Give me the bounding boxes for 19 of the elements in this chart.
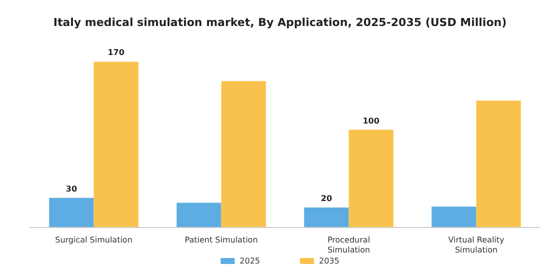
bar xyxy=(304,208,349,227)
data-label: 30 xyxy=(66,184,78,194)
bar xyxy=(49,198,94,227)
bar xyxy=(221,81,266,227)
data-label: 100 xyxy=(362,116,380,126)
bar xyxy=(94,62,138,227)
x-tick-label: Patient Simulation xyxy=(184,236,258,244)
bar xyxy=(432,206,476,227)
bar xyxy=(348,130,394,227)
data-label: 170 xyxy=(108,48,125,58)
bar xyxy=(476,100,521,227)
x-tick-label: Surgical Simulation xyxy=(55,236,132,244)
x-tick-label: Virtual Reality Simulation xyxy=(448,236,505,254)
chart-title: Italy medical simulation market, By Application, 2025-2035 (USD Million) xyxy=(53,16,507,29)
bar xyxy=(176,202,222,227)
x-tick-label: Procedural Simulation xyxy=(327,236,370,254)
legend-label: 2025 xyxy=(240,256,260,266)
data-label: 20 xyxy=(320,194,332,204)
legend-label: 2035 xyxy=(319,256,340,266)
